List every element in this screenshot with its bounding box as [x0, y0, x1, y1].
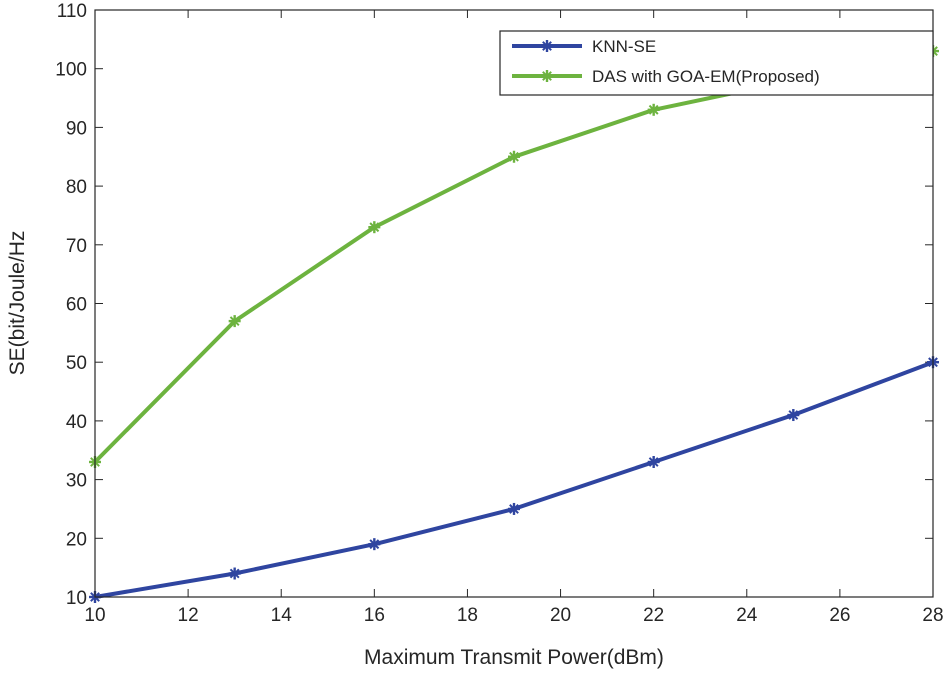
x-tick-label: 26 [829, 605, 850, 626]
y-tick-label: 80 [66, 177, 87, 198]
y-tick-label: 30 [66, 471, 87, 492]
plot-frame [94, 9, 934, 598]
legend-marker [541, 70, 553, 82]
y-tick-label: 10 [66, 588, 87, 609]
ticks: 10 12 14 16 18 20 22 24 26 28 10 20 30 40 50 60 70 80 90 10… [55, 1, 943, 626]
data-point [508, 502, 520, 515]
x-tick-label: 14 [271, 605, 293, 626]
x-tick-label: 28 [922, 605, 943, 626]
data-point [228, 567, 241, 580]
y-tick-label: 100 [55, 60, 87, 81]
y-tick-label: 110 [57, 1, 87, 22]
legend-label: KNN-SE [592, 37, 656, 56]
data-point [228, 315, 241, 328]
legend-entry: KNN-SE [512, 37, 656, 56]
x-tick-label: 22 [643, 605, 664, 626]
legend-box [499, 30, 934, 96]
data-point [508, 150, 520, 163]
y-tick-label: 70 [66, 236, 87, 257]
y-tick-label: 40 [66, 412, 87, 433]
y-tick-label: 20 [66, 529, 87, 550]
data-point [647, 455, 660, 468]
data-point [647, 103, 660, 116]
y-tick-label: 90 [66, 118, 87, 139]
x-tick-label: 10 [84, 605, 105, 626]
data-point [368, 221, 381, 234]
legend-marker [541, 40, 553, 52]
x-tick-label: 16 [364, 605, 385, 626]
legend-label: DAS with GOA-EM(Proposed) [592, 67, 820, 86]
x-tick-label: 12 [178, 605, 199, 626]
data-point [787, 409, 800, 422]
y-tick-label: 60 [66, 295, 87, 316]
legend: KNN-SE DAS with GOA-EM(Proposed) [499, 30, 934, 96]
plot-area [95, 10, 933, 597]
y-axis-title: SE(bit/Joule/Hz [6, 231, 29, 376]
x-tick-label: 18 [457, 605, 478, 626]
x-tick-label: 24 [736, 605, 758, 626]
y-tick-label: 50 [66, 353, 87, 374]
legend-entry: DAS with GOA-EM(Proposed) [512, 67, 820, 86]
x-tick-label: 20 [550, 605, 571, 626]
data-point [368, 538, 381, 551]
x-axis-title: Maximum Transmit Power(dBm) [364, 646, 664, 669]
